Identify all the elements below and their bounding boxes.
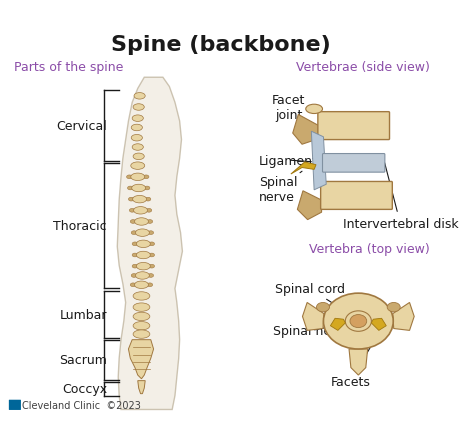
Ellipse shape	[132, 265, 138, 268]
Ellipse shape	[136, 229, 149, 237]
Polygon shape	[291, 163, 316, 175]
Text: Ligament: Ligament	[259, 154, 318, 167]
Ellipse shape	[132, 243, 138, 246]
Ellipse shape	[350, 315, 367, 328]
Ellipse shape	[144, 187, 150, 190]
Text: Cleveland Clinic  ©2023: Cleveland Clinic ©2023	[22, 400, 141, 410]
Polygon shape	[311, 132, 326, 190]
Ellipse shape	[346, 311, 371, 332]
Ellipse shape	[135, 281, 148, 289]
Ellipse shape	[131, 231, 137, 235]
Ellipse shape	[323, 293, 393, 349]
Ellipse shape	[136, 272, 149, 280]
FancyBboxPatch shape	[322, 154, 385, 173]
Ellipse shape	[143, 175, 149, 179]
Text: Coccyx: Coccyx	[62, 382, 107, 395]
Ellipse shape	[306, 105, 322, 114]
Ellipse shape	[317, 303, 329, 312]
Text: Cervical: Cervical	[56, 120, 107, 133]
Ellipse shape	[127, 175, 132, 179]
Ellipse shape	[132, 144, 143, 151]
Text: Spine (backbone): Spine (backbone)	[111, 35, 330, 55]
Polygon shape	[293, 115, 319, 145]
Ellipse shape	[133, 104, 144, 111]
Ellipse shape	[131, 125, 142, 132]
Ellipse shape	[128, 187, 133, 190]
Ellipse shape	[149, 265, 155, 268]
Ellipse shape	[146, 209, 152, 213]
Text: Spinal nerve: Spinal nerve	[273, 324, 351, 337]
Ellipse shape	[130, 283, 136, 287]
Text: Thoracic: Thoracic	[54, 220, 107, 233]
FancyBboxPatch shape	[318, 112, 390, 140]
Ellipse shape	[134, 93, 145, 100]
Ellipse shape	[147, 283, 153, 287]
Ellipse shape	[133, 303, 150, 312]
Text: Vertebra (top view): Vertebra (top view)	[309, 243, 430, 255]
Polygon shape	[371, 319, 386, 331]
PathPatch shape	[138, 381, 145, 394]
FancyBboxPatch shape	[9, 400, 21, 410]
Text: Vertebrae (side view): Vertebrae (side view)	[296, 61, 430, 74]
Ellipse shape	[133, 154, 144, 160]
Ellipse shape	[148, 231, 154, 235]
Polygon shape	[302, 303, 324, 331]
Ellipse shape	[132, 116, 143, 122]
Ellipse shape	[145, 198, 151, 202]
Ellipse shape	[130, 220, 136, 224]
Text: Facet
joint: Facet joint	[272, 94, 316, 122]
Ellipse shape	[134, 207, 147, 215]
Text: Spinal cord: Spinal cord	[274, 283, 351, 315]
PathPatch shape	[128, 340, 154, 379]
Polygon shape	[349, 349, 368, 375]
Ellipse shape	[131, 135, 142, 141]
Polygon shape	[330, 319, 346, 331]
Ellipse shape	[137, 240, 150, 248]
Text: Sacrum: Sacrum	[59, 353, 107, 366]
Text: Facets: Facets	[330, 310, 392, 388]
Polygon shape	[393, 303, 414, 331]
Text: Intervertebral disk: Intervertebral disk	[343, 163, 458, 230]
Ellipse shape	[131, 174, 145, 181]
Ellipse shape	[133, 322, 150, 330]
Ellipse shape	[387, 303, 400, 312]
Polygon shape	[297, 191, 321, 220]
Ellipse shape	[128, 198, 134, 202]
Ellipse shape	[133, 292, 150, 301]
Ellipse shape	[133, 313, 150, 321]
Ellipse shape	[148, 274, 154, 278]
Ellipse shape	[147, 220, 153, 224]
Ellipse shape	[135, 218, 148, 226]
Ellipse shape	[131, 163, 145, 170]
Ellipse shape	[132, 185, 146, 192]
Ellipse shape	[131, 274, 137, 278]
Ellipse shape	[149, 254, 155, 257]
Ellipse shape	[133, 196, 146, 203]
Ellipse shape	[137, 252, 150, 259]
Text: Parts of the spine: Parts of the spine	[14, 61, 123, 74]
Text: Spinal
nerve: Spinal nerve	[259, 172, 302, 203]
Ellipse shape	[133, 330, 150, 338]
Ellipse shape	[149, 243, 155, 246]
Ellipse shape	[132, 254, 138, 257]
FancyBboxPatch shape	[320, 182, 392, 210]
Ellipse shape	[129, 209, 135, 213]
PathPatch shape	[117, 78, 182, 409]
Ellipse shape	[137, 263, 150, 270]
Text: Lumbar: Lumbar	[60, 308, 107, 321]
